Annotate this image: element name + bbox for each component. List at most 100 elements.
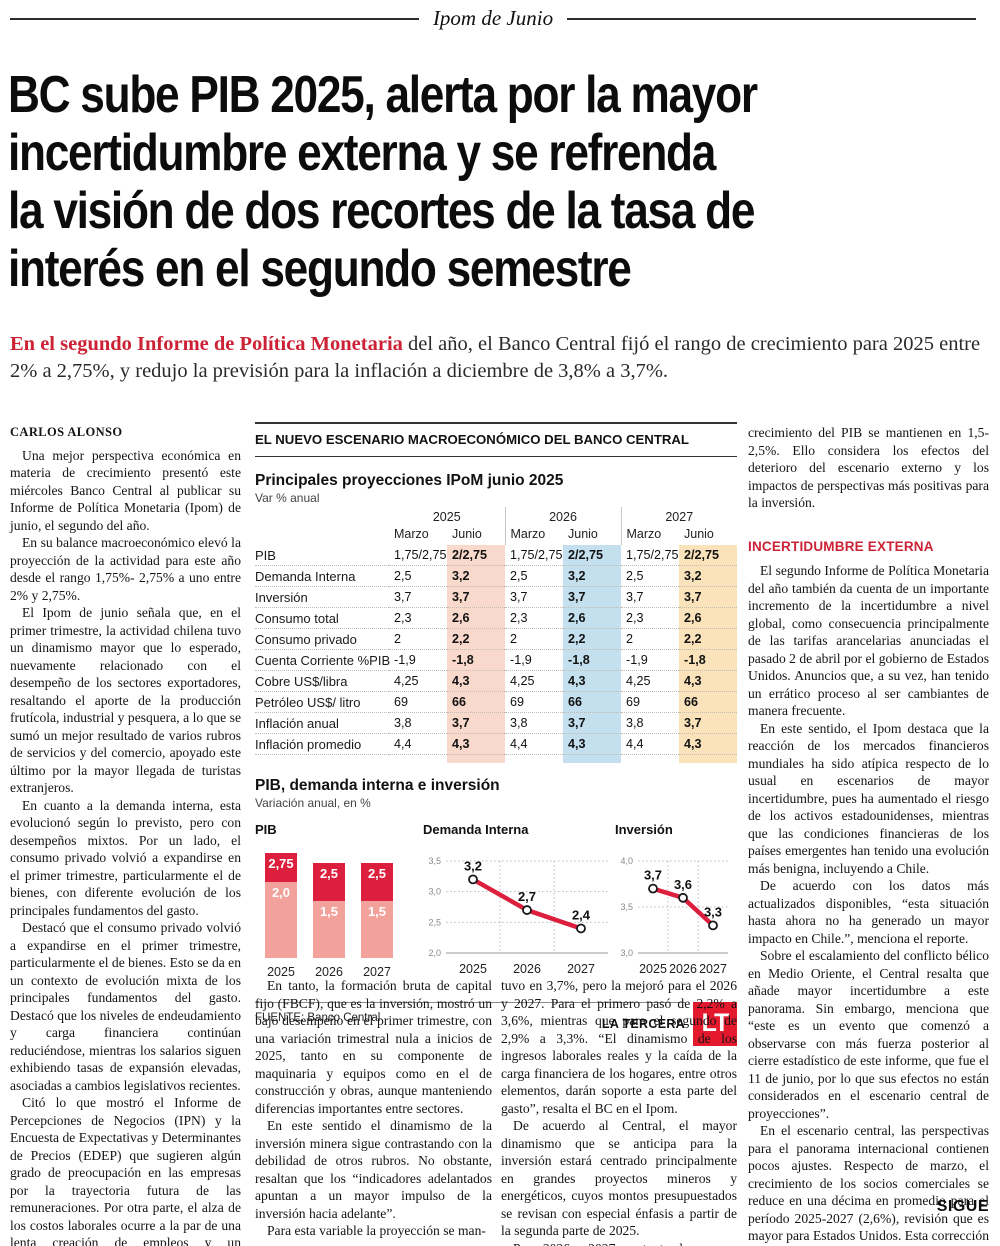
- pib-chart-title: PIB: [255, 821, 277, 837]
- projections-table: 2025 2026 2027 Marzo Junio Marzo Junio Marzo Jun…: [255, 507, 737, 763]
- table-cell: 2/2,75: [679, 545, 737, 566]
- range-bar: 2,75 2,0: [265, 853, 297, 958]
- headline-line: interés en el segundo semestre: [8, 240, 632, 298]
- table-cell: 3,2: [563, 565, 621, 587]
- bar-lower-label: 1,5: [319, 903, 339, 919]
- bar-upper-label: 2,5: [319, 865, 339, 881]
- svg-text:2,4: 2,4: [572, 907, 591, 922]
- table-row: Petróleo US$/ litro 69 66 69 66 69 66: [255, 691, 737, 713]
- svg-text:2026: 2026: [669, 962, 697, 976]
- table-cell: 1,75/2,75: [394, 548, 447, 562]
- la-tercera-logo-icon: LT: [693, 1001, 737, 1046]
- demanda-chart-title: Demanda Interna: [423, 821, 529, 837]
- bar-upper-segment: 2,5: [361, 862, 393, 901]
- month-header: Junio: [684, 527, 714, 541]
- table-cell: 4,4: [505, 733, 563, 755]
- svg-text:4,0: 4,0: [620, 856, 633, 866]
- table-cell: 2,6: [563, 607, 621, 629]
- row-label: Inversión: [255, 586, 389, 608]
- table-cell: 2,6: [679, 607, 737, 629]
- bar-lower-segment: 2,0: [265, 881, 297, 958]
- table-subtitle: Var % anual: [255, 491, 320, 505]
- year-header: 2027: [620, 507, 737, 525]
- table-cell: -1,9: [621, 649, 679, 671]
- table-cell: 2,6: [447, 607, 505, 629]
- table-cell: 2,5: [389, 565, 447, 587]
- table-spacer-row: [255, 754, 737, 763]
- headline: BC sube PIB 2025, alerta por la mayor inc…: [8, 66, 977, 298]
- table-cell: 2,5: [505, 565, 563, 587]
- x-tick-label: 2025: [267, 964, 295, 979]
- body-paragraph: En el escenario central, las perspectiva…: [748, 1123, 989, 1246]
- table-cell: -1,8: [447, 649, 505, 671]
- table-row: PIB 1,75/2,75 2/2,75 1,75/2,75 2/2,75 1,75/2,…: [255, 545, 737, 566]
- svg-text:3,5: 3,5: [620, 902, 633, 912]
- continuation-mark: SIGUE: [936, 1198, 989, 1215]
- inversion-line-chart-panel: Inversión 4,0 3,5 3,0 3,7 3,6 3,3 2025 2026 2027: [615, 822, 737, 984]
- table-row: Cuenta Corriente %PIB -1,9 -1,8 -1,9 -1,8 -1,…: [255, 649, 737, 671]
- table-cell: 3,7: [563, 712, 621, 734]
- table-cell: 4,25: [505, 670, 563, 692]
- row-label: Cobre US$/libra: [255, 670, 389, 692]
- pib-bar-chart: 2,75 2,0 2,5 1,5 2,5 1,5 2025 2026 2027: [255, 851, 423, 979]
- bar-upper-segment: 2,5: [313, 862, 345, 901]
- bar-group: 2,75 2,0 2,5 1,5 2,5 1,5: [265, 851, 423, 958]
- svg-text:3,3: 3,3: [704, 904, 722, 919]
- svg-text:3,6: 3,6: [674, 876, 692, 891]
- column-3-text: tuvo en 3,7%, pero la mejoró para el 202…: [501, 977, 737, 1246]
- table-cell: 3,7: [447, 712, 505, 734]
- inversion-line-chart: 4,0 3,5 3,0 3,7 3,6 3,3 2025 2026 2027: [615, 849, 737, 984]
- article-column-2: En tanto, la formación bruta de capital …: [255, 977, 492, 1240]
- svg-text:3,7: 3,7: [644, 867, 662, 882]
- body-paragraph: El Ipom de junio señala que, en el prime…: [10, 605, 241, 795]
- body-paragraph: En este sentido el dinamismo de la inver…: [255, 1118, 492, 1221]
- month-header: Junio: [568, 527, 598, 541]
- projections-table-mount: 2025 2026 2027 Marzo Junio Marzo Junio Marzo Jun…: [255, 507, 737, 763]
- row-label: Consumo total: [255, 607, 389, 629]
- article-column-right: crecimiento del PIB se mantienen en 1,5-…: [748, 424, 989, 1246]
- article-column-3: tuvo en 3,7%, pero la mejoró para el 202…: [501, 977, 737, 1246]
- pib-bar-chart-panel: PIB 2,75 2,0 2,5 1,5 2,5 1,5 2025 2026 2027: [255, 822, 423, 984]
- column-right-text: El segundo Informe de Política Monetaria…: [748, 562, 989, 1246]
- svg-text:2025: 2025: [459, 962, 487, 976]
- table-cell: 4,4: [389, 733, 447, 755]
- kicker-row: Ipom de Junio: [10, 6, 977, 31]
- table-row: Consumo total 2,3 2,6 2,3 2,6 2,3 2,6: [255, 607, 737, 629]
- body-paragraph: En su balance macroeconómico elevó la pr…: [10, 535, 241, 603]
- column-2-text: En tanto, la formación bruta de capital …: [255, 977, 492, 1240]
- brand-name: LA TERCERA: [601, 1016, 685, 1031]
- deck-lead: En el segundo Informe de Política Moneta…: [10, 333, 403, 355]
- table-cell: 1,75/2,75: [510, 548, 563, 562]
- svg-text:2027: 2027: [567, 962, 595, 976]
- table-cell: 69: [505, 691, 563, 713]
- table-cell: 3,8: [505, 712, 563, 734]
- svg-text:2027: 2027: [699, 962, 727, 976]
- row-label: Inflación promedio: [255, 733, 389, 755]
- article-column-1: CARLOS ALONSO Una mejor perspectiva econ…: [10, 424, 241, 1246]
- body-paragraph: Citó lo que mostró el Informe de Percepc…: [10, 1095, 242, 1246]
- table-cell: 2: [389, 628, 447, 650]
- headline-line: incertidumbre externa y se refrenda: [8, 124, 716, 182]
- infographic: EL NUEVO ESCENARIO MACROECONÓMICO DEL BA…: [255, 422, 737, 1052]
- range-bar: 2,5 1,5: [361, 862, 393, 958]
- body-paragraph: Para esta variable la proyección se man-: [267, 1223, 486, 1238]
- charts-title: PIB, demanda interna e inversión: [255, 776, 500, 794]
- table-cell: 3,7: [621, 586, 679, 608]
- bar-upper-label: 2,75: [268, 856, 294, 871]
- table-cell: 2/2,75: [563, 545, 621, 566]
- line-chart-svg: 3,5 3,0 2,5 2,0 3,2 2,7 2,4 2025 2026 2027: [428, 856, 608, 976]
- body-paragraph: Una mejor perspectiva económica en mater…: [10, 447, 241, 533]
- body-paragraph: Destacó que el consumo privado volvió a …: [10, 920, 242, 1093]
- body-paragraph: Sobre el escalamiento del conflicto béli…: [748, 948, 989, 1121]
- svg-text:2,0: 2,0: [428, 948, 441, 958]
- table-cell: 2: [621, 628, 679, 650]
- table-cell: 3,2: [447, 565, 505, 587]
- body-paragraph: En cuanto a la demanda interna, esta evo…: [10, 797, 241, 918]
- row-label: Petróleo US$/ litro: [255, 691, 389, 713]
- row-label: Demanda Interna: [255, 565, 389, 587]
- table-row: Demanda Interna 2,5 3,2 2,5 3,2 2,5 3,2: [255, 565, 737, 587]
- bar-upper-segment: 2,75: [265, 853, 297, 882]
- demanda-line-chart-panel: Demanda Interna 3,5 3,0 2,5 2,0 3,2 2,7 2,4 202…: [423, 822, 615, 984]
- line-chart-svg: 4,0 3,5 3,0 3,7 3,6 3,3 2025 2026 2027: [620, 856, 728, 976]
- charts-panels: PIB 2,75 2,0 2,5 1,5 2,5 1,5 2025 2026 2027 Dema…: [255, 822, 737, 984]
